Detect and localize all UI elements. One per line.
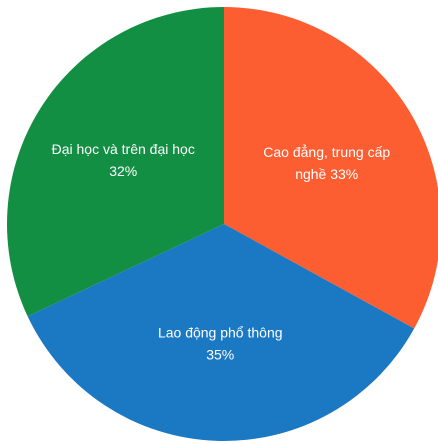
- pie-slice-label: Lao động phổ thông 35%: [158, 324, 283, 362]
- pie-slice-label-line: Lao động phổ thông: [158, 324, 283, 340]
- pie-labels: Cao đẳng, trung cấp nghề 33% Lao động phổ …: [52, 141, 391, 362]
- pie-slice-label-line: Cao đẳng, trung cấp: [263, 143, 390, 160]
- pie-slice-label: Cao đẳng, trung cấp nghề 33%: [263, 143, 390, 182]
- pie-slice: [27, 224, 415, 441]
- pie-slice-label: Đại học và trên đại học 32%: [52, 141, 195, 179]
- pie-slice-label-line: 35%: [206, 346, 234, 362]
- pie-slice-label-line: 32%: [109, 163, 137, 179]
- pie-slice: [224, 7, 438, 329]
- pie-slice: [6, 7, 225, 317]
- pie-slices: [6, 7, 438, 441]
- pie-slice-label-line: Đại học và trên đại học: [52, 141, 195, 157]
- pie-slice-label-line: nghề 33%: [295, 166, 358, 182]
